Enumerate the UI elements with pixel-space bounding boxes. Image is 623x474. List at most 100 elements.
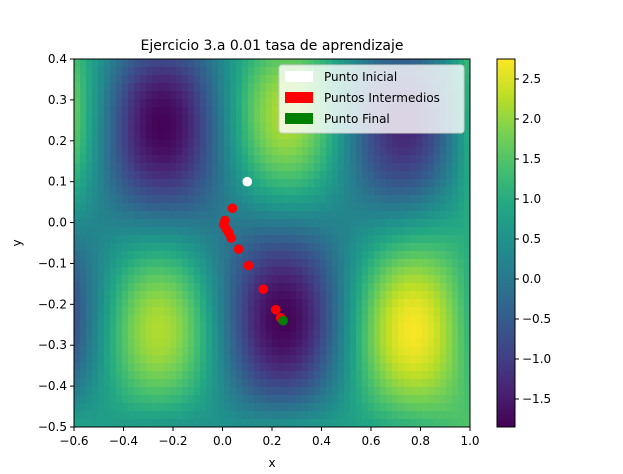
heatmap-cell [152, 267, 159, 276]
heatmap-cell [206, 243, 213, 252]
heatmap-cell [458, 307, 465, 316]
heatmap-cell [188, 387, 195, 396]
heatmap-cell [416, 139, 423, 148]
heatmap-cell [110, 275, 117, 284]
heatmap-cell [410, 187, 417, 196]
heatmap-cell [392, 355, 399, 364]
heatmap-cell [284, 251, 291, 260]
heatmap-cell [374, 315, 381, 324]
heatmap-cell [356, 243, 363, 252]
heatmap-cell [134, 147, 141, 156]
heatmap-cell [140, 131, 147, 140]
heatmap-cell [296, 147, 303, 156]
heatmap-cell [416, 155, 423, 164]
heatmap-cell [260, 307, 267, 316]
heatmap-cell [158, 331, 165, 340]
heatmap-cell [362, 291, 369, 300]
heatmap-cell [302, 291, 309, 300]
heatmap-cell [350, 411, 357, 420]
heatmap-cell [254, 411, 261, 420]
heatmap-cell [206, 355, 213, 364]
heatmap-cell [362, 411, 369, 420]
heatmap-cell [128, 299, 135, 308]
heatmap-cell [278, 243, 285, 252]
heatmap-cell [326, 323, 333, 332]
heatmap-cell [332, 155, 339, 164]
heatmap-cell [266, 299, 273, 308]
heatmap-cell [290, 291, 297, 300]
heatmap-cell [302, 403, 309, 412]
heatmap-cell [314, 171, 321, 180]
heatmap-cell [284, 347, 291, 356]
heatmap-cell [350, 211, 357, 220]
heatmap-cell [272, 131, 279, 140]
heatmap-cell [446, 387, 453, 396]
heatmap-cell [416, 187, 423, 196]
heatmap-cell [110, 283, 117, 292]
heatmap-cell [212, 347, 219, 356]
heatmap-cell [464, 187, 470, 196]
heatmap-cell [458, 363, 465, 372]
heatmap-cell [278, 371, 285, 380]
heatmap-cell [170, 347, 177, 356]
heatmap-cell [344, 195, 351, 204]
heatmap-cell [338, 275, 345, 284]
heatmap-cell [254, 83, 261, 92]
heatmap-cell [140, 155, 147, 164]
heatmap-cell [302, 187, 309, 196]
heatmap-cell [170, 219, 177, 228]
heatmap-cell [410, 315, 417, 324]
heatmap-cell [140, 355, 147, 364]
heatmap-cell [260, 387, 267, 396]
heatmap-cell [374, 411, 381, 420]
heatmap-cell [290, 419, 297, 427]
heatmap-cell [338, 379, 345, 388]
heatmap-cell [134, 171, 141, 180]
heatmap-cell [230, 59, 237, 68]
heatmap-cell [176, 379, 183, 388]
heatmap-cell [296, 235, 303, 244]
heatmap-cell [308, 331, 315, 340]
heatmap-cell [194, 331, 201, 340]
heatmap-cell [344, 179, 351, 188]
heatmap-cell [92, 91, 99, 100]
heatmap-cell [320, 163, 327, 172]
heatmap-cell [356, 235, 363, 244]
heatmap-cell [446, 267, 453, 276]
heatmap-cell [170, 267, 177, 276]
heatmap-cell [302, 371, 309, 380]
heatmap-cell [236, 275, 243, 284]
heatmap-cell [224, 267, 231, 276]
heatmap-cell [272, 267, 279, 276]
heatmap-cell [326, 235, 333, 244]
heatmap-cell [386, 395, 393, 404]
heatmap-cell [182, 395, 189, 404]
heatmap-cell [272, 219, 279, 228]
heatmap-cell [272, 291, 279, 300]
heatmap-cell [116, 267, 123, 276]
heatmap-cell [86, 211, 93, 220]
heatmap-cell [128, 267, 135, 276]
heatmap-cell [374, 235, 381, 244]
heatmap-cell [200, 179, 207, 188]
heatmap-cell [242, 419, 249, 427]
heatmap-cell [104, 395, 111, 404]
heatmap-cell [392, 243, 399, 252]
heatmap-cell [200, 395, 207, 404]
heatmap-cell [158, 235, 165, 244]
heatmap-cell [338, 419, 345, 427]
heatmap-cell [452, 139, 459, 148]
heatmap-cell [290, 379, 297, 388]
heatmap-cell [212, 75, 219, 84]
heatmap-cell [230, 363, 237, 372]
heatmap-cell [128, 379, 135, 388]
heatmap-cell [422, 155, 429, 164]
heatmap-cell [158, 99, 165, 108]
heatmap-cell [320, 371, 327, 380]
heatmap-cell [80, 331, 87, 340]
heatmap-cell [272, 347, 279, 356]
heatmap-cell [98, 219, 105, 228]
heatmap-cell [368, 267, 375, 276]
heatmap-cell [218, 115, 225, 124]
heatmap-cell [164, 275, 171, 284]
